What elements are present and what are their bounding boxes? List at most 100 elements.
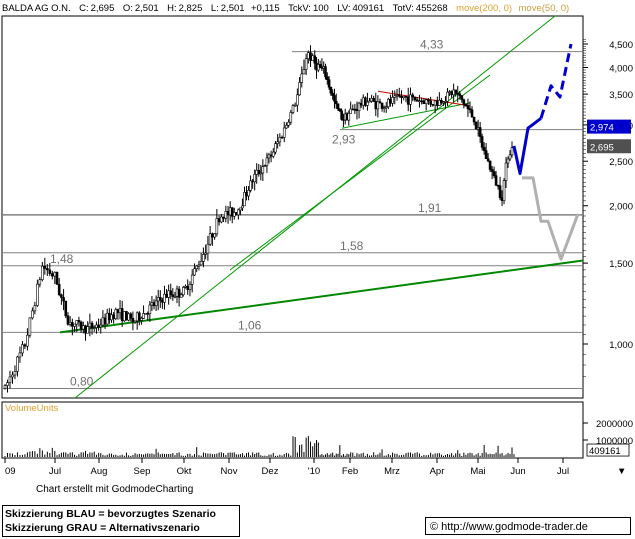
candle-body	[213, 233, 216, 238]
candle-body	[169, 290, 173, 295]
candle-body	[468, 108, 472, 111]
candle-body	[77, 320, 81, 323]
candle-body	[226, 211, 230, 216]
candle-body	[366, 101, 369, 106]
candle-body	[114, 309, 118, 319]
candle-body	[190, 274, 194, 285]
candle-body	[193, 268, 196, 276]
source-url-link[interactable]: © http://www.godmode-trader.de	[425, 517, 631, 535]
candle-body	[249, 180, 252, 191]
candle-body	[251, 180, 254, 183]
candle-body	[411, 94, 415, 98]
candle-body	[133, 320, 137, 323]
candle-body	[239, 207, 242, 211]
candle-body	[327, 79, 331, 88]
candle-body	[307, 52, 310, 59]
candle-body	[215, 218, 219, 235]
candle-body	[391, 97, 394, 104]
volume-tick-label: 2000000	[596, 419, 633, 430]
candle-body	[245, 192, 248, 197]
candle-body	[285, 125, 288, 129]
candle-body	[333, 95, 336, 102]
time-tick-label: Dez	[262, 466, 279, 477]
header-symbol: BALDA AG O.N.	[2, 3, 71, 14]
candle-body	[462, 99, 466, 105]
candle-body	[380, 102, 384, 109]
candle-body	[480, 136, 484, 148]
candle-body	[105, 312, 109, 325]
price-tick-label: 4,500	[609, 40, 633, 51]
support-trendline	[59, 259, 584, 334]
candle-body	[243, 192, 246, 207]
candle-body	[338, 108, 342, 112]
candle-body	[202, 254, 205, 262]
time-tick-label: Jun	[510, 466, 525, 477]
candle-body	[353, 108, 357, 111]
candle-body	[156, 297, 160, 302]
scenario-legend: Skizzierung BLAU = bevorzugtes Szenario …	[2, 505, 240, 537]
candle-body	[287, 121, 290, 126]
candle-body	[393, 95, 397, 98]
candle-body	[154, 300, 158, 307]
candle-body	[309, 52, 312, 61]
candle-body	[313, 55, 317, 64]
candle-body	[361, 97, 365, 106]
candle-body	[222, 216, 225, 219]
steep-trendline	[74, 15, 556, 399]
candle-body	[424, 99, 428, 105]
scroll-arrow-icon: ▼	[617, 466, 626, 477]
candle-body	[81, 325, 85, 330]
volume-title: VolumeUnits	[5, 403, 59, 414]
candle-body	[235, 212, 238, 216]
time-tick-label: '10	[308, 466, 320, 477]
candle-body	[48, 269, 52, 274]
candle-body	[458, 93, 462, 96]
candle-body	[504, 162, 508, 181]
candle-body	[387, 99, 390, 107]
volume-panel-frame	[1, 401, 584, 459]
price-badge	[587, 139, 631, 154]
candle-body	[247, 190, 250, 197]
candle-body	[95, 324, 98, 328]
preferred-scenario-dashed	[539, 43, 573, 119]
candle-body	[167, 290, 170, 298]
candle-body	[498, 185, 502, 199]
candle-body	[263, 165, 267, 167]
candle-body	[298, 82, 301, 96]
candle-body	[409, 94, 412, 105]
candle-body	[413, 96, 417, 101]
candle-body	[71, 322, 74, 327]
candle-body	[446, 91, 449, 102]
candle-body	[211, 233, 214, 238]
triangle-support	[341, 102, 471, 129]
candle-body	[232, 212, 236, 217]
candle-body	[241, 205, 244, 209]
candle-body	[415, 99, 419, 102]
candle-body	[163, 293, 166, 303]
candle-body	[506, 158, 510, 164]
candle-body	[444, 101, 447, 103]
price-tick-label: 3,500	[609, 90, 633, 101]
candle-body	[60, 294, 63, 298]
candle-body	[90, 322, 94, 329]
candle-body	[282, 127, 286, 138]
time-tick-label: Mai	[470, 466, 485, 477]
candle-body	[158, 297, 162, 301]
candle-body	[228, 207, 232, 216]
candle-body	[442, 101, 445, 104]
price-axis: 4,5004,0003,5003,0002,5002,0001,5001,000…	[583, 39, 633, 377]
volume-tick-label: 1000000	[596, 436, 633, 447]
time-tick-label: Jul	[557, 466, 569, 477]
candle-body	[150, 302, 154, 306]
candle-body	[271, 151, 275, 157]
candle-body	[33, 305, 37, 312]
candle-body	[140, 318, 143, 321]
candle-body	[110, 314, 113, 321]
candle-body	[382, 107, 386, 110]
candle-body	[257, 169, 261, 175]
candle-body	[177, 288, 181, 298]
scenario-sketches	[512, 43, 580, 261]
candle-body	[217, 218, 221, 223]
candle-body	[127, 313, 130, 321]
